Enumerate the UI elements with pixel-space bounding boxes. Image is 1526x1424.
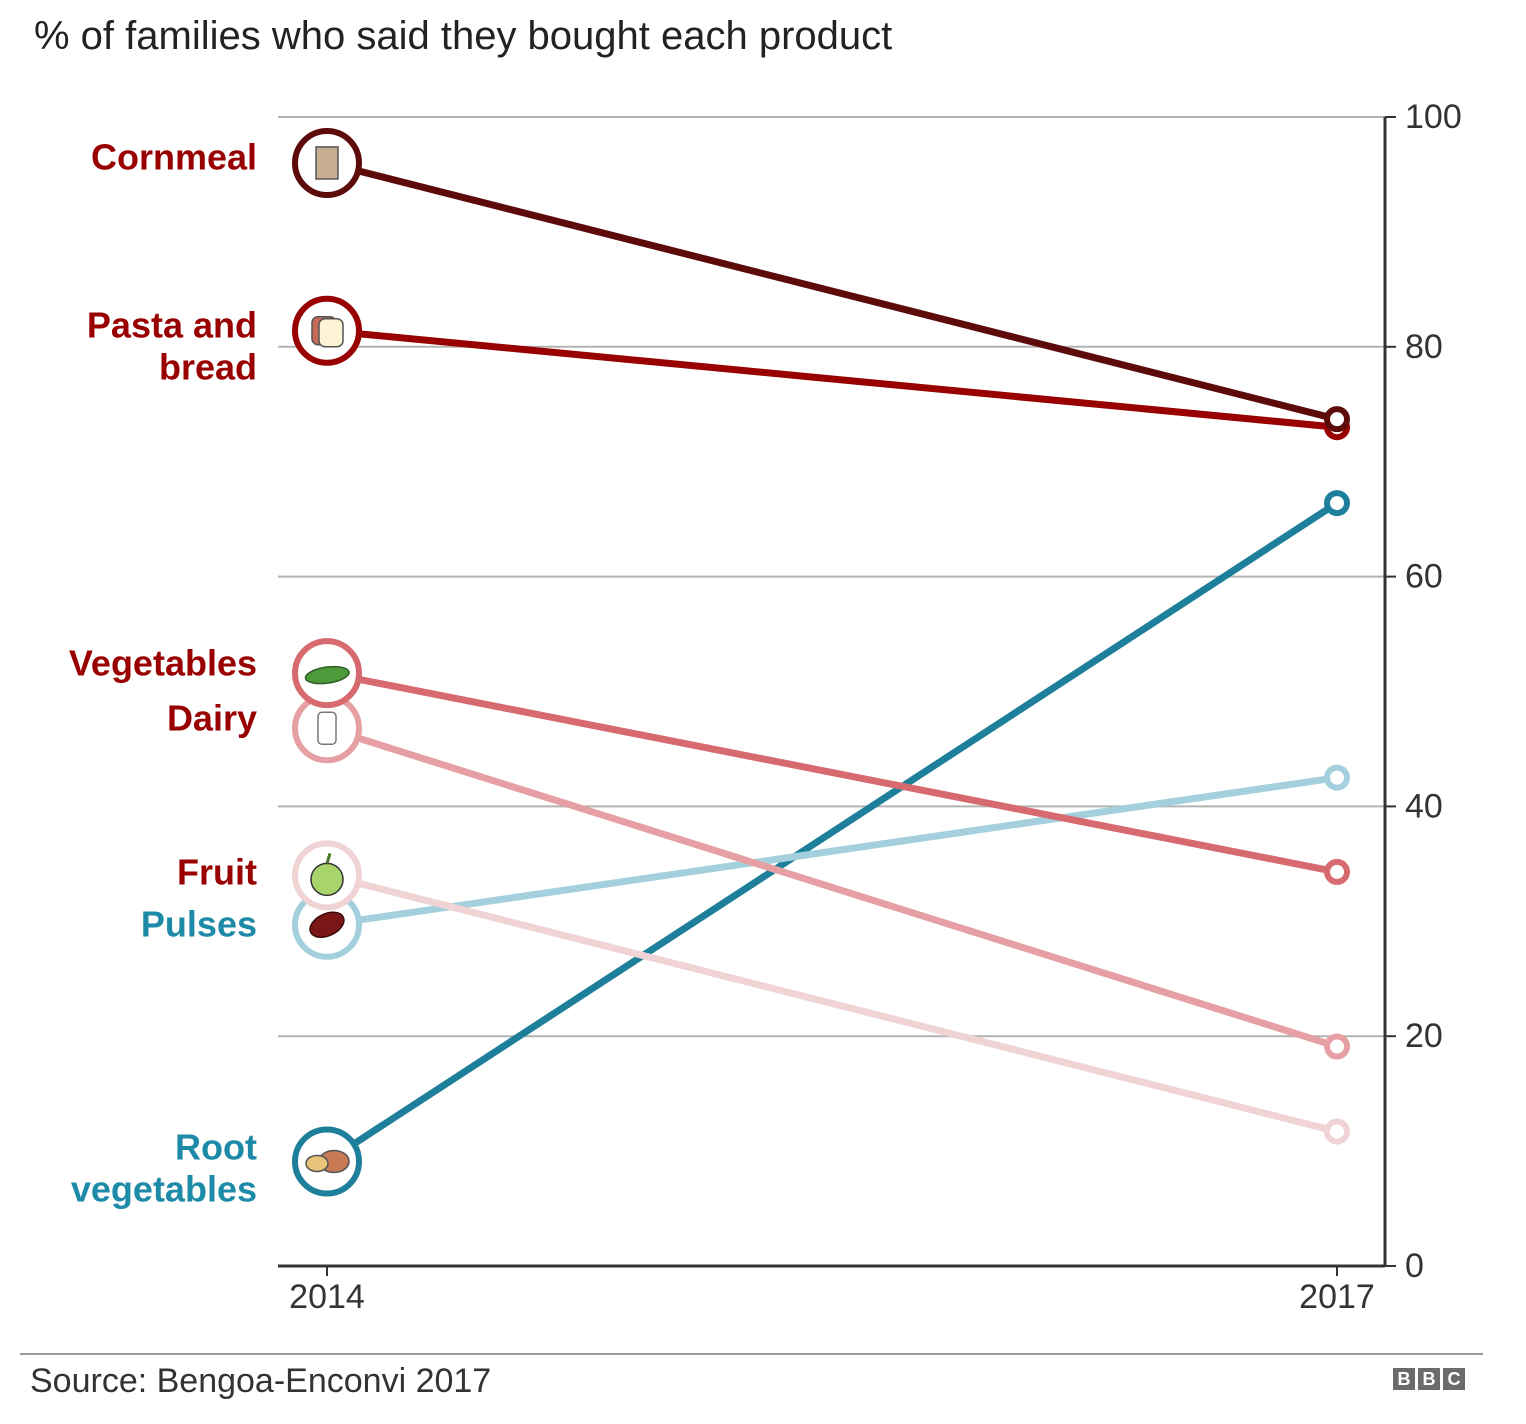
series-line [323, 871, 1341, 1136]
slope-chart: 0 20 40 60 80 100 2014 2017 Cornmeal Pasta andbr… [69, 98, 1462, 1316]
series-line [323, 724, 1341, 1051]
series-label: bread [159, 347, 257, 388]
y-tick-label: 100 [1405, 98, 1462, 136]
series-line [323, 774, 1341, 929]
footer-divider [20, 1353, 1483, 1355]
series-line [323, 669, 1341, 876]
start-point-marker [292, 693, 362, 764]
bbc-logo-letter: C [1443, 1368, 1465, 1390]
end-point-marker [1324, 1118, 1350, 1145]
source-note: Source: Bengoa-Enconvi 2017 [30, 1362, 492, 1400]
series-line [323, 159, 1341, 423]
end-point-marker [1324, 490, 1350, 517]
cornmeal-bag-icon [315, 146, 339, 180]
milk-bottle-icon [317, 711, 337, 746]
y-tick-label: 20 [1405, 1017, 1443, 1055]
series-label: Vegetables [69, 643, 257, 684]
bbc-logo-letter: B [1418, 1368, 1440, 1390]
apple-stem [325, 852, 332, 864]
start-point-marker [292, 638, 362, 709]
bean-icon [309, 911, 345, 939]
potato-small [305, 1154, 329, 1173]
series-label: Root [175, 1127, 257, 1168]
apple-icon [310, 862, 344, 897]
end-point-marker [1324, 858, 1350, 885]
x-tick-label: 2017 [1299, 1278, 1375, 1316]
axes: 0 20 40 60 80 100 2014 2017 [278, 98, 1462, 1316]
series-markers [292, 127, 1350, 1197]
y-tick-label: 40 [1405, 787, 1443, 825]
bbc-logo-letter: B [1393, 1368, 1415, 1390]
start-point-marker [292, 840, 362, 911]
start-point-marker [292, 889, 362, 960]
bbc-logo: B B C [1393, 1368, 1465, 1390]
y-tick-label: 60 [1405, 558, 1443, 596]
series-label: Cornmeal [91, 137, 257, 178]
y-tick-label: 80 [1405, 328, 1443, 366]
series-label: Fruit [177, 852, 257, 893]
pea-pod-icon [304, 665, 350, 685]
end-point-marker [1324, 406, 1350, 433]
chart-title: % of families who said they bought each … [34, 14, 893, 58]
end-point-marker [1324, 1033, 1350, 1060]
series-lines [323, 159, 1341, 1165]
series-label: vegetables [71, 1169, 257, 1210]
start-point-marker [292, 295, 362, 366]
bread-icon [318, 317, 344, 348]
start-point-marker [292, 1126, 362, 1197]
series-label: Pasta and [87, 305, 257, 346]
x-tick-label: 2014 [289, 1278, 365, 1316]
series-label: Pulses [141, 904, 257, 945]
series-line [323, 327, 1341, 431]
series-label: Dairy [167, 698, 257, 739]
start-point-marker [292, 127, 362, 198]
end-point-marker [1324, 764, 1350, 791]
series-line [323, 499, 1341, 1165]
y-tick-label: 0 [1405, 1247, 1424, 1285]
